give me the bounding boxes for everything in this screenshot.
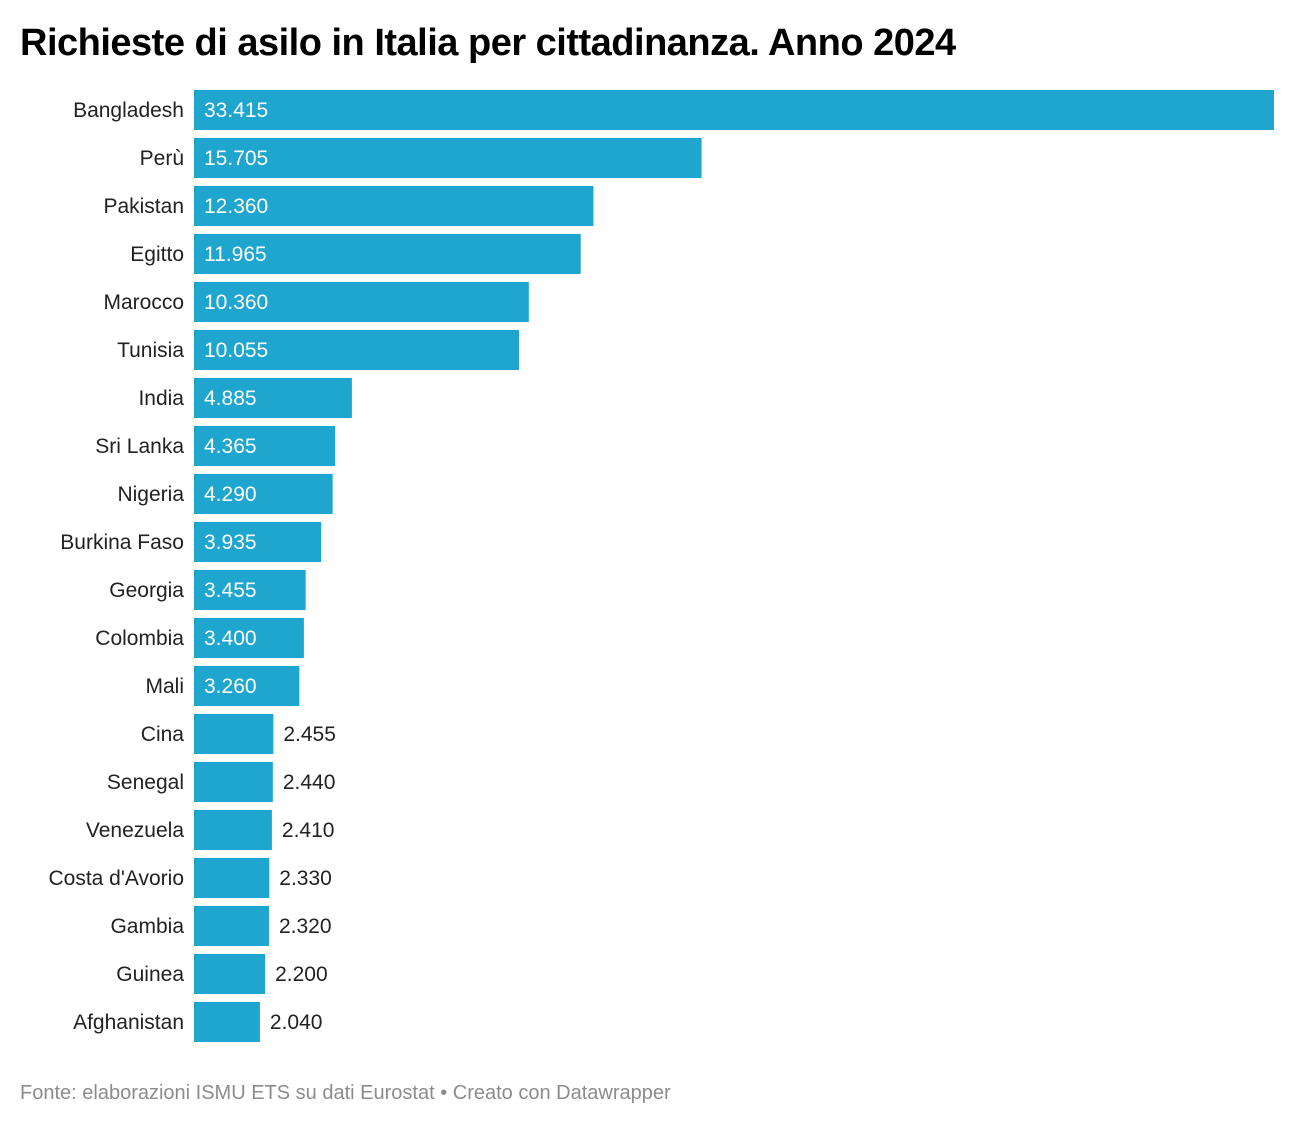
value-label: 3.260: [204, 675, 257, 698]
category-label: Senegal: [107, 771, 184, 794]
value-label: 15.705: [204, 147, 268, 170]
category-label: Costa d'Avorio: [48, 867, 184, 890]
category-label: Perù: [140, 147, 184, 170]
value-label: 4.365: [204, 435, 257, 458]
bar: [194, 570, 306, 610]
bar: [194, 1002, 260, 1042]
bar: [194, 858, 270, 898]
bar: [194, 330, 519, 370]
value-label: 33.415: [204, 99, 268, 122]
source-footer: Fonte: elaborazioni ISMU ETS su dati Eur…: [20, 1082, 671, 1104]
category-label: Pakistan: [103, 195, 184, 218]
value-label: 10.055: [204, 339, 268, 362]
value-label: 4.885: [204, 387, 257, 410]
category-label: Georgia: [109, 579, 184, 602]
value-label: 2.200: [275, 963, 328, 986]
category-label: Gambia: [110, 915, 184, 938]
value-label: 12.360: [204, 195, 268, 218]
value-label: 2.440: [283, 771, 336, 794]
value-label: 4.290: [204, 483, 257, 506]
category-label: Bangladesh: [73, 99, 184, 122]
category-label: Colombia: [95, 627, 184, 650]
bar: [194, 906, 269, 946]
value-label: 10.360: [204, 291, 268, 314]
value-label: 2.455: [283, 723, 336, 746]
bar: [194, 666, 300, 706]
bar: [194, 762, 273, 802]
bar: [194, 522, 322, 562]
category-label: Sri Lanka: [95, 435, 184, 458]
value-label: 2.330: [279, 867, 332, 890]
bar: [194, 714, 274, 754]
bar: [194, 90, 1274, 130]
category-label: Afghanistan: [73, 1011, 184, 1034]
bar: [194, 954, 266, 994]
bar: [194, 618, 304, 658]
category-label: Venezuela: [86, 819, 184, 842]
category-label: Mali: [145, 675, 184, 698]
bar: [194, 810, 272, 850]
category-label: Tunisia: [117, 339, 184, 362]
bar: [194, 426, 336, 466]
bar: [194, 186, 594, 226]
value-label: 3.935: [204, 531, 257, 554]
value-label: 2.320: [279, 915, 332, 938]
category-label: Cina: [141, 723, 185, 746]
bar: [194, 234, 581, 274]
category-label: Egitto: [130, 243, 184, 266]
category-label: Guinea: [116, 963, 184, 986]
category-label: Nigeria: [117, 483, 184, 506]
chart-title: Richieste di asilo in Italia per cittadi…: [20, 22, 956, 64]
bar: [194, 378, 352, 418]
bar: [194, 138, 702, 178]
bar: [194, 282, 529, 322]
value-label: 2.410: [282, 819, 335, 842]
category-label: Burkina Faso: [60, 531, 184, 554]
value-label: 2.040: [270, 1011, 323, 1034]
value-label: 3.455: [204, 579, 257, 602]
category-label: Marocco: [103, 291, 184, 314]
value-label: 3.400: [204, 627, 257, 650]
bar: [194, 474, 333, 514]
value-label: 11.965: [204, 243, 267, 266]
bar-chart: Bangladesh 33.415 Perù 15.705 Pakistan 12.360…: [48, 90, 1274, 1042]
category-label: India: [138, 387, 184, 410]
